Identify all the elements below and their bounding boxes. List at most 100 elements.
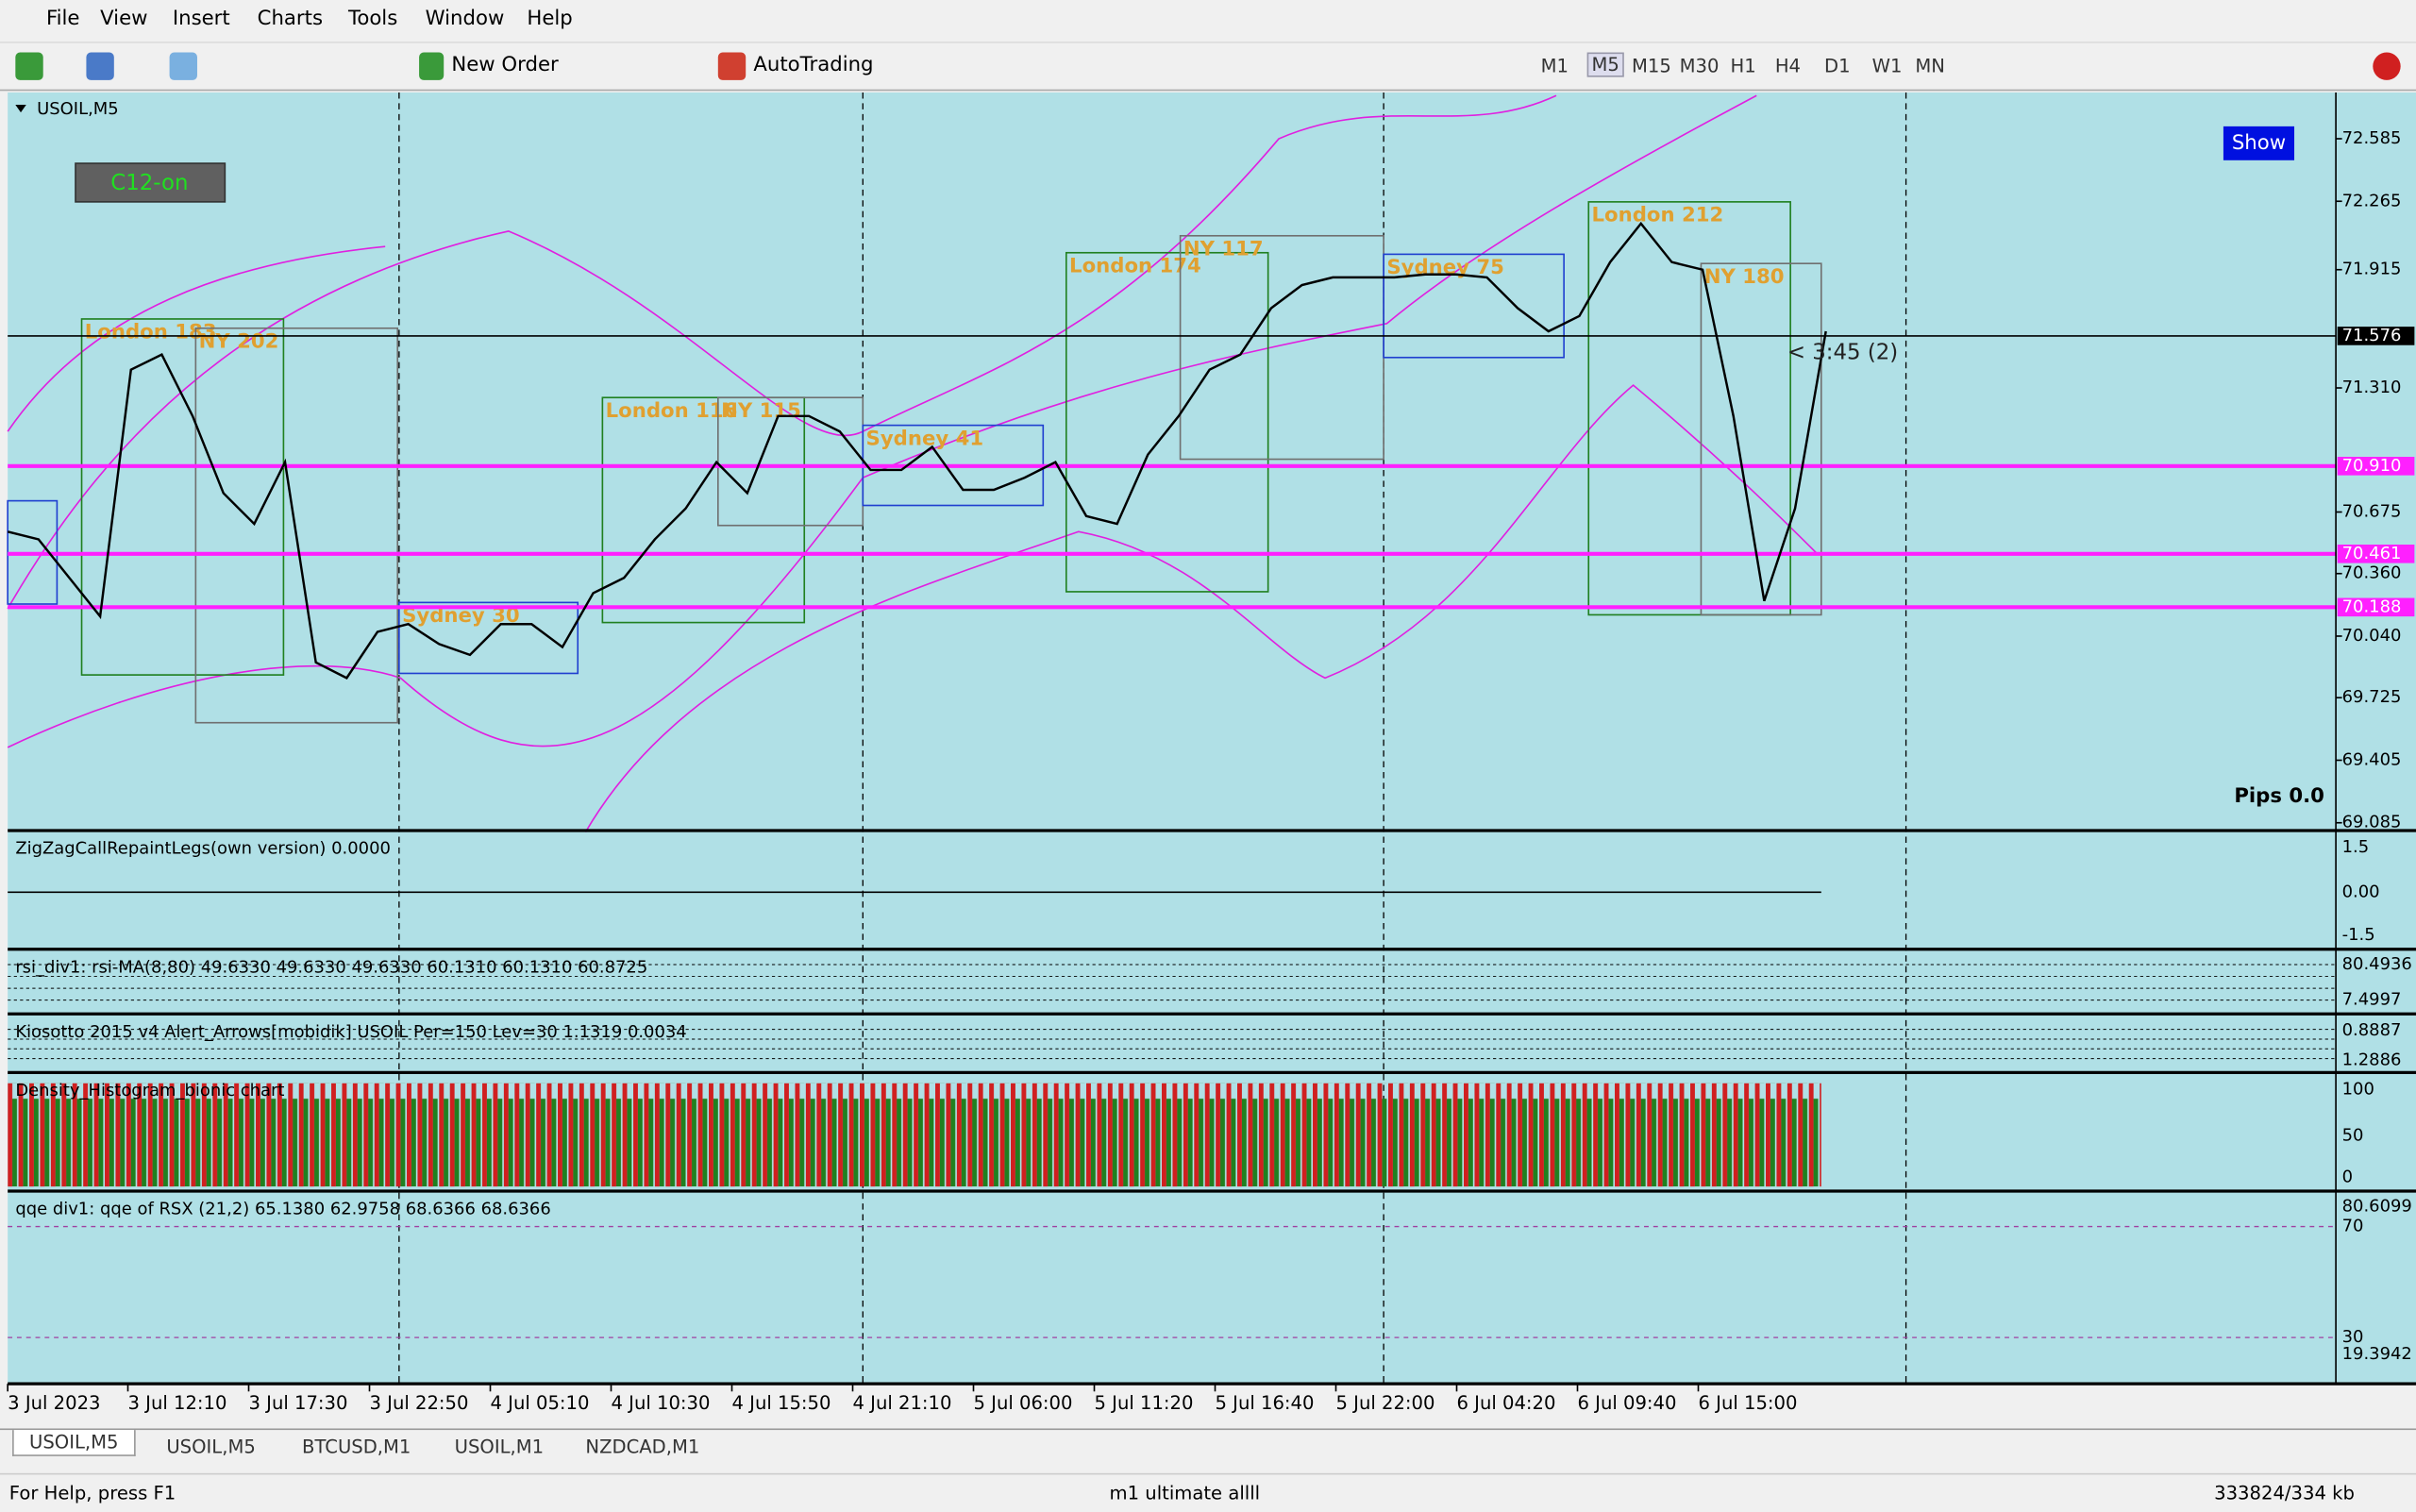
timeframe-button[interactable]: H1 [1730, 55, 1756, 77]
indicator-label: ZigZagCallRepaintLegs(own version) 0.000… [15, 839, 391, 859]
level-label-bg [2337, 327, 2415, 345]
x-tick-label: 5 Jul 11:20 [1095, 1392, 1194, 1414]
timeframe-button[interactable]: M30 [1679, 55, 1720, 77]
icon[interactable] [717, 52, 747, 80]
x-tick-label: 3 Jul 2023 [8, 1392, 100, 1414]
indicator-label: Kiosotto 2015 v4 Alert_Arrows[mobidik] U… [15, 1022, 686, 1042]
indicator-axis-label: 1.2886 [2342, 1050, 2402, 1069]
notification[interactable] [2373, 52, 2401, 80]
indicator-axis-label: -1.5 [2342, 925, 2375, 945]
session-box [194, 327, 399, 724]
x-tick-label: 6 Jul 04:20 [1457, 1392, 1556, 1414]
status-text: m1 ultimate allll [1109, 1482, 1261, 1504]
session-box [1383, 253, 1565, 359]
icon[interactable] [86, 52, 114, 80]
menu-bar: File View Insert Charts Tools Window Help [0, 0, 2416, 41]
chart-tab[interactable]: USOIL,M1 [454, 1436, 545, 1458]
level-label: 70.910 [2342, 456, 2402, 476]
toolbar: New Order AutoTrading M1 M5 M15 M30 H1 H4 D1 W1… [0, 42, 2416, 92]
status-bar: For Help, press F1 m1 ultimate allll 33382… [0, 1472, 2416, 1512]
timeframe-button[interactable]: M1 [1540, 55, 1569, 77]
indicator-axis-label: 19.3942 [2342, 1344, 2412, 1364]
session-box [1587, 201, 1791, 616]
session-label: NY 115 [721, 399, 801, 423]
pips-label: Pips 0.0 [2234, 784, 2324, 808]
menu-item[interactable]: Tools [347, 8, 398, 31]
level-label: 71.576 [2342, 326, 2402, 345]
autotrading-button[interactable]: AutoTrading [753, 54, 874, 77]
timeframe-button[interactable]: W1 [1871, 55, 1903, 77]
menu-item[interactable]: View [100, 8, 148, 31]
y-tick-label: 70.360 [2342, 563, 2402, 583]
menu-item[interactable]: Help [527, 8, 573, 31]
session-box [1700, 262, 1822, 616]
c12-button-bg [75, 162, 226, 203]
indicator-label: rsi_div1: rsi-MA(8,80) 49.6330 49.6330 4… [15, 957, 647, 977]
new-order-button[interactable]: New Order [451, 54, 559, 77]
icon[interactable] [15, 52, 43, 80]
x-tick-label: 5 Jul 06:00 [974, 1392, 1073, 1414]
histogram-area [8, 1083, 1821, 1187]
indicator-label: Density_Histogram_bionic chart [15, 1081, 284, 1100]
y-tick-label: 71.915 [2342, 260, 2402, 279]
indicator-axis-label: 1.5 [2342, 837, 2370, 857]
status-text: For Help, press F1 [8, 1482, 176, 1504]
show-button-bg [2223, 126, 2295, 160]
timeframe-button[interactable]: M15 [1631, 55, 1671, 77]
indicator-axis-label: 70 [2342, 1217, 2364, 1236]
level-label-bg [2337, 457, 2415, 476]
session-label: London 174 [1069, 254, 1201, 277]
x-tick-label: 3 Jul 12:10 [128, 1392, 227, 1414]
chart-tab[interactable]: USOIL,M5 [12, 1430, 136, 1456]
c12-button: C12-on [110, 171, 188, 195]
indicator-label: qqe div1: qqe of RSX (21,2) 65.1380 62.9… [15, 1200, 550, 1219]
indicator-axis-label: 80.4936 [2342, 954, 2412, 974]
x-tick-label: 4 Jul 05:10 [491, 1392, 590, 1414]
session-label: NY 180 [1704, 265, 1785, 289]
timeframe-button[interactable]: MN [1915, 55, 1945, 77]
x-tick-label: 4 Jul 21:10 [853, 1392, 952, 1414]
y-tick-label: 72.585 [2342, 128, 2402, 148]
timeframe-button[interactable]: H4 [1774, 55, 1802, 77]
session-label: London 212 [1592, 204, 1724, 227]
indicator-axis-label: 100 [2342, 1079, 2374, 1099]
level-label: 70.461 [2342, 544, 2402, 563]
x-tick-label: 5 Jul 16:40 [1216, 1392, 1315, 1414]
timeframe-button[interactable]: M5 [1586, 52, 1624, 77]
indicator-axis-label: 30 [2342, 1327, 2364, 1347]
menu-item[interactable]: Window [425, 8, 505, 31]
icon[interactable] [419, 52, 445, 80]
timeframe-button[interactable]: D1 [1824, 55, 1851, 77]
menu-item[interactable]: Charts [257, 8, 324, 31]
session-label: Sydney 41 [866, 427, 984, 450]
level-label: 70.188 [2342, 596, 2402, 616]
axis-background [2336, 92, 2416, 1385]
y-tick-label: 69.085 [2342, 813, 2402, 832]
chart-title: USOIL,M5 [37, 99, 119, 119]
show-button: Show [2232, 131, 2286, 155]
indicator-axis-label: 0.00 [2342, 882, 2380, 901]
indicator-axis-label: 0.8887 [2342, 1020, 2402, 1040]
session-box [601, 396, 806, 624]
x-tick-label: 5 Jul 22:00 [1336, 1392, 1435, 1414]
x-tick-label: 3 Jul 17:30 [249, 1392, 348, 1414]
session-label: London 116 [606, 399, 738, 423]
collapse-arrow [15, 105, 26, 113]
chart-tab[interactable]: BTCUSD,M1 [301, 1436, 411, 1458]
menu-item[interactable]: File [45, 8, 80, 31]
tab-bar: USOIL,M5 USOIL,M5 BTCUSD,M1 USOIL,M1 NZDCAD,… [0, 1428, 2416, 1468]
status-text: 333824/334 kb [2214, 1482, 2355, 1504]
menu-item[interactable]: Insert [172, 8, 230, 31]
indicator-axis-label: 80.6099 [2342, 1196, 2412, 1216]
price-line [7, 221, 1827, 680]
y-tick-label: 71.310 [2342, 378, 2402, 397]
y-tick-label: 69.405 [2342, 749, 2402, 769]
chart-tab[interactable]: USOIL,M5 [166, 1436, 256, 1458]
icon[interactable] [169, 52, 197, 80]
session-box [1065, 251, 1269, 593]
indicator-axis-label: 50 [2342, 1125, 2364, 1145]
chart-tab[interactable]: NZDCAD,M1 [585, 1436, 700, 1458]
